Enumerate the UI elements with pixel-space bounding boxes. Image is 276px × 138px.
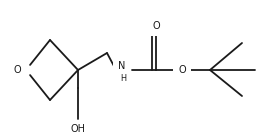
Text: H: H xyxy=(120,75,126,83)
Text: OH: OH xyxy=(70,124,86,134)
Text: N: N xyxy=(118,61,126,71)
Text: O: O xyxy=(152,21,160,31)
Text: O: O xyxy=(13,65,21,75)
Text: O: O xyxy=(178,65,186,75)
